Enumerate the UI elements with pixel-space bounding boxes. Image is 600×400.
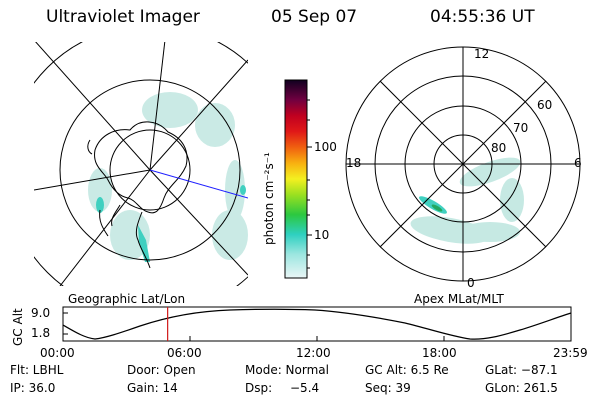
alt-xtick-1800: 18:00 [422,346,457,360]
info-door: Door: Open [127,363,196,377]
mlt-label-18: 18 [346,156,362,170]
info-filter: Flt: LBHL [10,363,64,377]
geographic-map [34,42,248,286]
alt-ytick-1-8: 1.8 [31,326,51,340]
aurora-oval-right [410,157,524,244]
altitude-curve [62,308,572,340]
lat-circle-mid [59,79,241,261]
apex-caption: Apex MLat/MLT [414,292,504,306]
mlt-label-0: 0 [467,276,475,290]
alt-xtick-2359: 23:59 [553,346,588,360]
apex-polar-map [345,46,581,282]
aurora-bright-left [96,185,246,262]
info-glat: GLat: −87.1 [485,363,558,377]
colorbar-tick-100: 100 [314,140,337,154]
time-label: 04:55:36 UT [430,7,535,27]
date-label: 05 Sep 07 [271,7,358,27]
info-ip: IP: 36.0 [10,381,56,395]
info-gain: Gain: 14 [127,381,178,395]
info-dsp-value: −5.4 [290,381,320,395]
info-gc-alt: GC Alt: 6.5 Re [365,363,449,377]
info-mode: Mode: Normal [245,363,329,377]
colorbar-tick-10: 10 [314,228,330,242]
info-dsp-label: Dsp: [245,381,273,395]
info-glon: GLon: 261.5 [485,381,558,395]
info-seq: Seq: 39 [365,381,411,395]
altitude-plot [62,306,572,342]
aurora-oval-left [88,92,248,260]
alt-ylabel: GC Alt [11,308,25,346]
alt-xtick-0000: 00:00 [40,346,75,360]
alt-xtick-1200: 12:00 [296,346,331,360]
continent-outline [94,121,188,214]
colorbar-unit-label: photon cm⁻²s⁻¹ [262,152,276,245]
colorbar [284,79,312,279]
mlt-label-6: 6 [574,156,582,170]
alt-ytick-9: 9.0 [31,306,51,320]
geographic-caption: Geographic Lat/Lon [68,292,186,306]
mlat-label-80: 80 [491,141,507,155]
mlt-label-12: 12 [474,47,490,61]
alt-xtick-0600: 06:00 [167,346,202,360]
noon-meridian-line [149,169,248,199]
mlat-label-70: 70 [513,121,529,135]
instrument-title: Ultraviolet Imager [46,7,200,27]
mlat-label-60: 60 [537,98,553,112]
lat-circle-inner [109,129,191,211]
